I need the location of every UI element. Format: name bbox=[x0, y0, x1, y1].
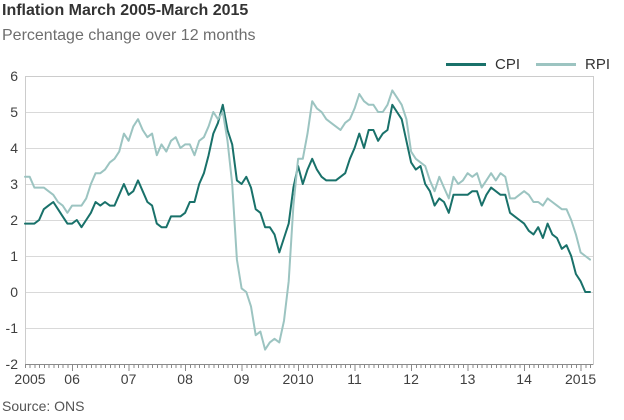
legend-label-rpi: RPI bbox=[585, 56, 611, 73]
y-tick-label: -1 bbox=[6, 320, 19, 336]
y-tick-label: 1 bbox=[10, 248, 18, 264]
x-tick-label: 07 bbox=[121, 371, 137, 387]
legend-label-cpi: CPI bbox=[495, 56, 521, 73]
series-rpi-line bbox=[24, 89, 591, 351]
y-tick-label: -2 bbox=[6, 356, 19, 372]
y-tick-label: 2 bbox=[10, 212, 18, 228]
y-tick-label: 3 bbox=[10, 176, 18, 192]
legend-item-rpi: RPI bbox=[536, 56, 610, 73]
chart-legend: CPI RPI bbox=[446, 56, 610, 73]
x-tick-label: 09 bbox=[234, 371, 250, 387]
legend-item-cpi: CPI bbox=[446, 56, 520, 73]
x-tick-label: 14 bbox=[516, 371, 532, 387]
x-tick-label: 06 bbox=[64, 371, 80, 387]
source-note: Source: ONS bbox=[2, 398, 85, 414]
chart-title: Inflation March 2005-March 2015 bbox=[2, 2, 249, 19]
y-tick-label: 4 bbox=[10, 140, 18, 156]
y-tick-label: 6 bbox=[10, 68, 18, 84]
series-cpi-line bbox=[24, 103, 591, 293]
y-tick-label: 0 bbox=[10, 284, 18, 300]
x-tick-label: 11 bbox=[347, 371, 362, 387]
cpi-line-swatch bbox=[446, 63, 486, 66]
x-tick-label: 13 bbox=[460, 371, 476, 387]
x-tick-label: 2005 bbox=[14, 371, 45, 387]
x-tick-label: 2010 bbox=[283, 371, 314, 387]
chart-subtitle: Percentage change over 12 months bbox=[2, 27, 256, 44]
x-tick-label: 2015 bbox=[565, 371, 596, 387]
y-tick-label: 5 bbox=[10, 104, 18, 120]
x-tick-label: 12 bbox=[403, 371, 419, 387]
rpi-line-swatch bbox=[536, 63, 577, 66]
x-tick-label: 08 bbox=[177, 371, 193, 387]
